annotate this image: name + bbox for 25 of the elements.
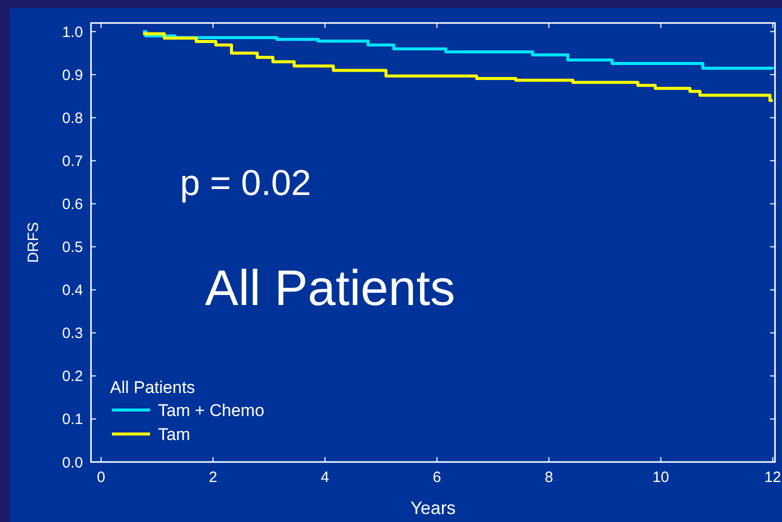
y-tick-label: 0.8 xyxy=(62,110,83,127)
y-tick-label: 0.6 xyxy=(62,196,83,214)
y-axis-title: DRFS xyxy=(25,222,42,263)
annotation: p = 0.02 xyxy=(180,162,312,203)
x-tick-label: 12 xyxy=(764,469,782,486)
y-tick-label: 0.4 xyxy=(62,282,83,300)
legend-label: Tam + Chemo xyxy=(158,400,264,420)
annotation: All Patients xyxy=(205,260,456,316)
x-tick-label: 8 xyxy=(544,469,554,486)
legend-title: All Patients xyxy=(110,378,196,397)
y-tick-label: 0.1 xyxy=(62,411,83,428)
y-tick-label: 0.5 xyxy=(62,239,83,256)
y-tick-label: 0.7 xyxy=(62,152,83,170)
x-tick-label: 4 xyxy=(320,469,330,486)
legend-label: Tam xyxy=(158,424,190,444)
y-tick-label: 0.2 xyxy=(62,368,83,386)
y-tick-label: 1.0 xyxy=(62,24,83,41)
x-axis-title: Years xyxy=(410,498,456,518)
x-tick-label: 10 xyxy=(652,469,670,486)
y-tick-label: 0.9 xyxy=(62,66,83,84)
y-tick-label: 0.3 xyxy=(62,325,83,342)
x-tick-label: 0 xyxy=(96,469,106,486)
y-tick-label: 0.0 xyxy=(62,454,83,472)
x-tick-label: 2 xyxy=(208,469,218,486)
x-tick-label: 6 xyxy=(432,469,442,486)
